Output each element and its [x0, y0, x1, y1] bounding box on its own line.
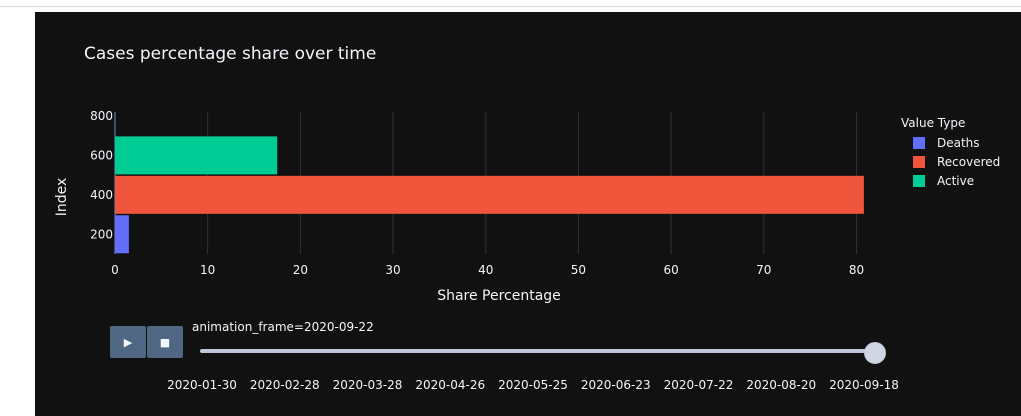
legend: Value Type Deaths Recovered Active	[901, 116, 1000, 190]
slider-tick-label[interactable]: 2020-05-25	[498, 378, 568, 392]
slider-tick-label[interactable]: 2020-08-20	[746, 378, 817, 392]
slider-track[interactable]	[200, 349, 875, 353]
legend-swatch	[913, 136, 925, 149]
x-tick-label: 50	[571, 263, 586, 277]
x-axis-title: Share Percentage	[437, 288, 561, 304]
legend-label: Recovered	[937, 154, 1001, 169]
x-tick-label: 0	[111, 263, 119, 277]
slider-tick-label[interactable]: 2020-03-28	[332, 378, 403, 392]
y-tick-label: 600	[90, 148, 113, 162]
bar-chart: 0 10 20 30 40 50 60 70 80 200 400 600 800 Share Perce…	[54, 109, 864, 304]
bar-recovered	[115, 175, 864, 214]
x-tick-label: 30	[385, 263, 400, 277]
x-tick-label: 70	[756, 263, 771, 277]
legend-label: Deaths	[937, 135, 980, 150]
x-tick-label: 40	[478, 263, 493, 277]
slider-current-label: animation_frame=2020-09-22	[192, 320, 374, 334]
slider-tick-label[interactable]: 2020-02-28	[249, 378, 320, 392]
x-tick-label: 60	[663, 263, 678, 277]
y-tick-label: 800	[90, 109, 113, 123]
x-tick-label: 10	[200, 263, 215, 277]
legend-swatch	[913, 155, 925, 168]
slider-ticks: 2020-01-30 2020-02-28 2020-03-28 2020-04-26…	[35, 378, 1021, 394]
stop-button[interactable]: ■	[147, 326, 183, 358]
slider-handle[interactable]	[864, 342, 886, 364]
bar-active	[115, 136, 278, 175]
slider-tick-label[interactable]: 2020-07-22	[663, 378, 734, 392]
slider-tick-label[interactable]: 2020-06-23	[580, 378, 651, 392]
x-tick-label: 20	[293, 263, 308, 277]
play-icon: ▶	[123, 335, 133, 349]
legend-title: Value Type	[901, 116, 966, 130]
legend-item-active[interactable]: Active	[901, 171, 1000, 190]
slider-tick-label[interactable]: 2020-01-30	[167, 378, 237, 392]
y-tick-label: 200	[90, 227, 113, 241]
play-button[interactable]: ▶	[110, 326, 146, 358]
slider-tick-label[interactable]: 2020-09-18	[829, 378, 899, 392]
legend-item-deaths[interactable]: Deaths	[901, 133, 1000, 152]
stop-icon: ■	[159, 335, 171, 349]
y-tick-label: 400	[90, 188, 113, 202]
chart-title: Cases percentage share over time	[84, 44, 377, 64]
slider-tick-label[interactable]: 2020-04-26	[415, 378, 486, 392]
legend-label: Active	[937, 173, 975, 188]
plot-container: Cases percentage share over time 0 10 20 30…	[35, 12, 1021, 416]
bar-deaths	[115, 215, 129, 254]
legend-swatch	[913, 174, 925, 187]
x-tick-label: 80	[849, 263, 864, 277]
legend-item-recovered[interactable]: Recovered	[901, 152, 1000, 171]
top-strip	[0, 0, 1021, 7]
y-axis-title: Index	[54, 178, 70, 217]
